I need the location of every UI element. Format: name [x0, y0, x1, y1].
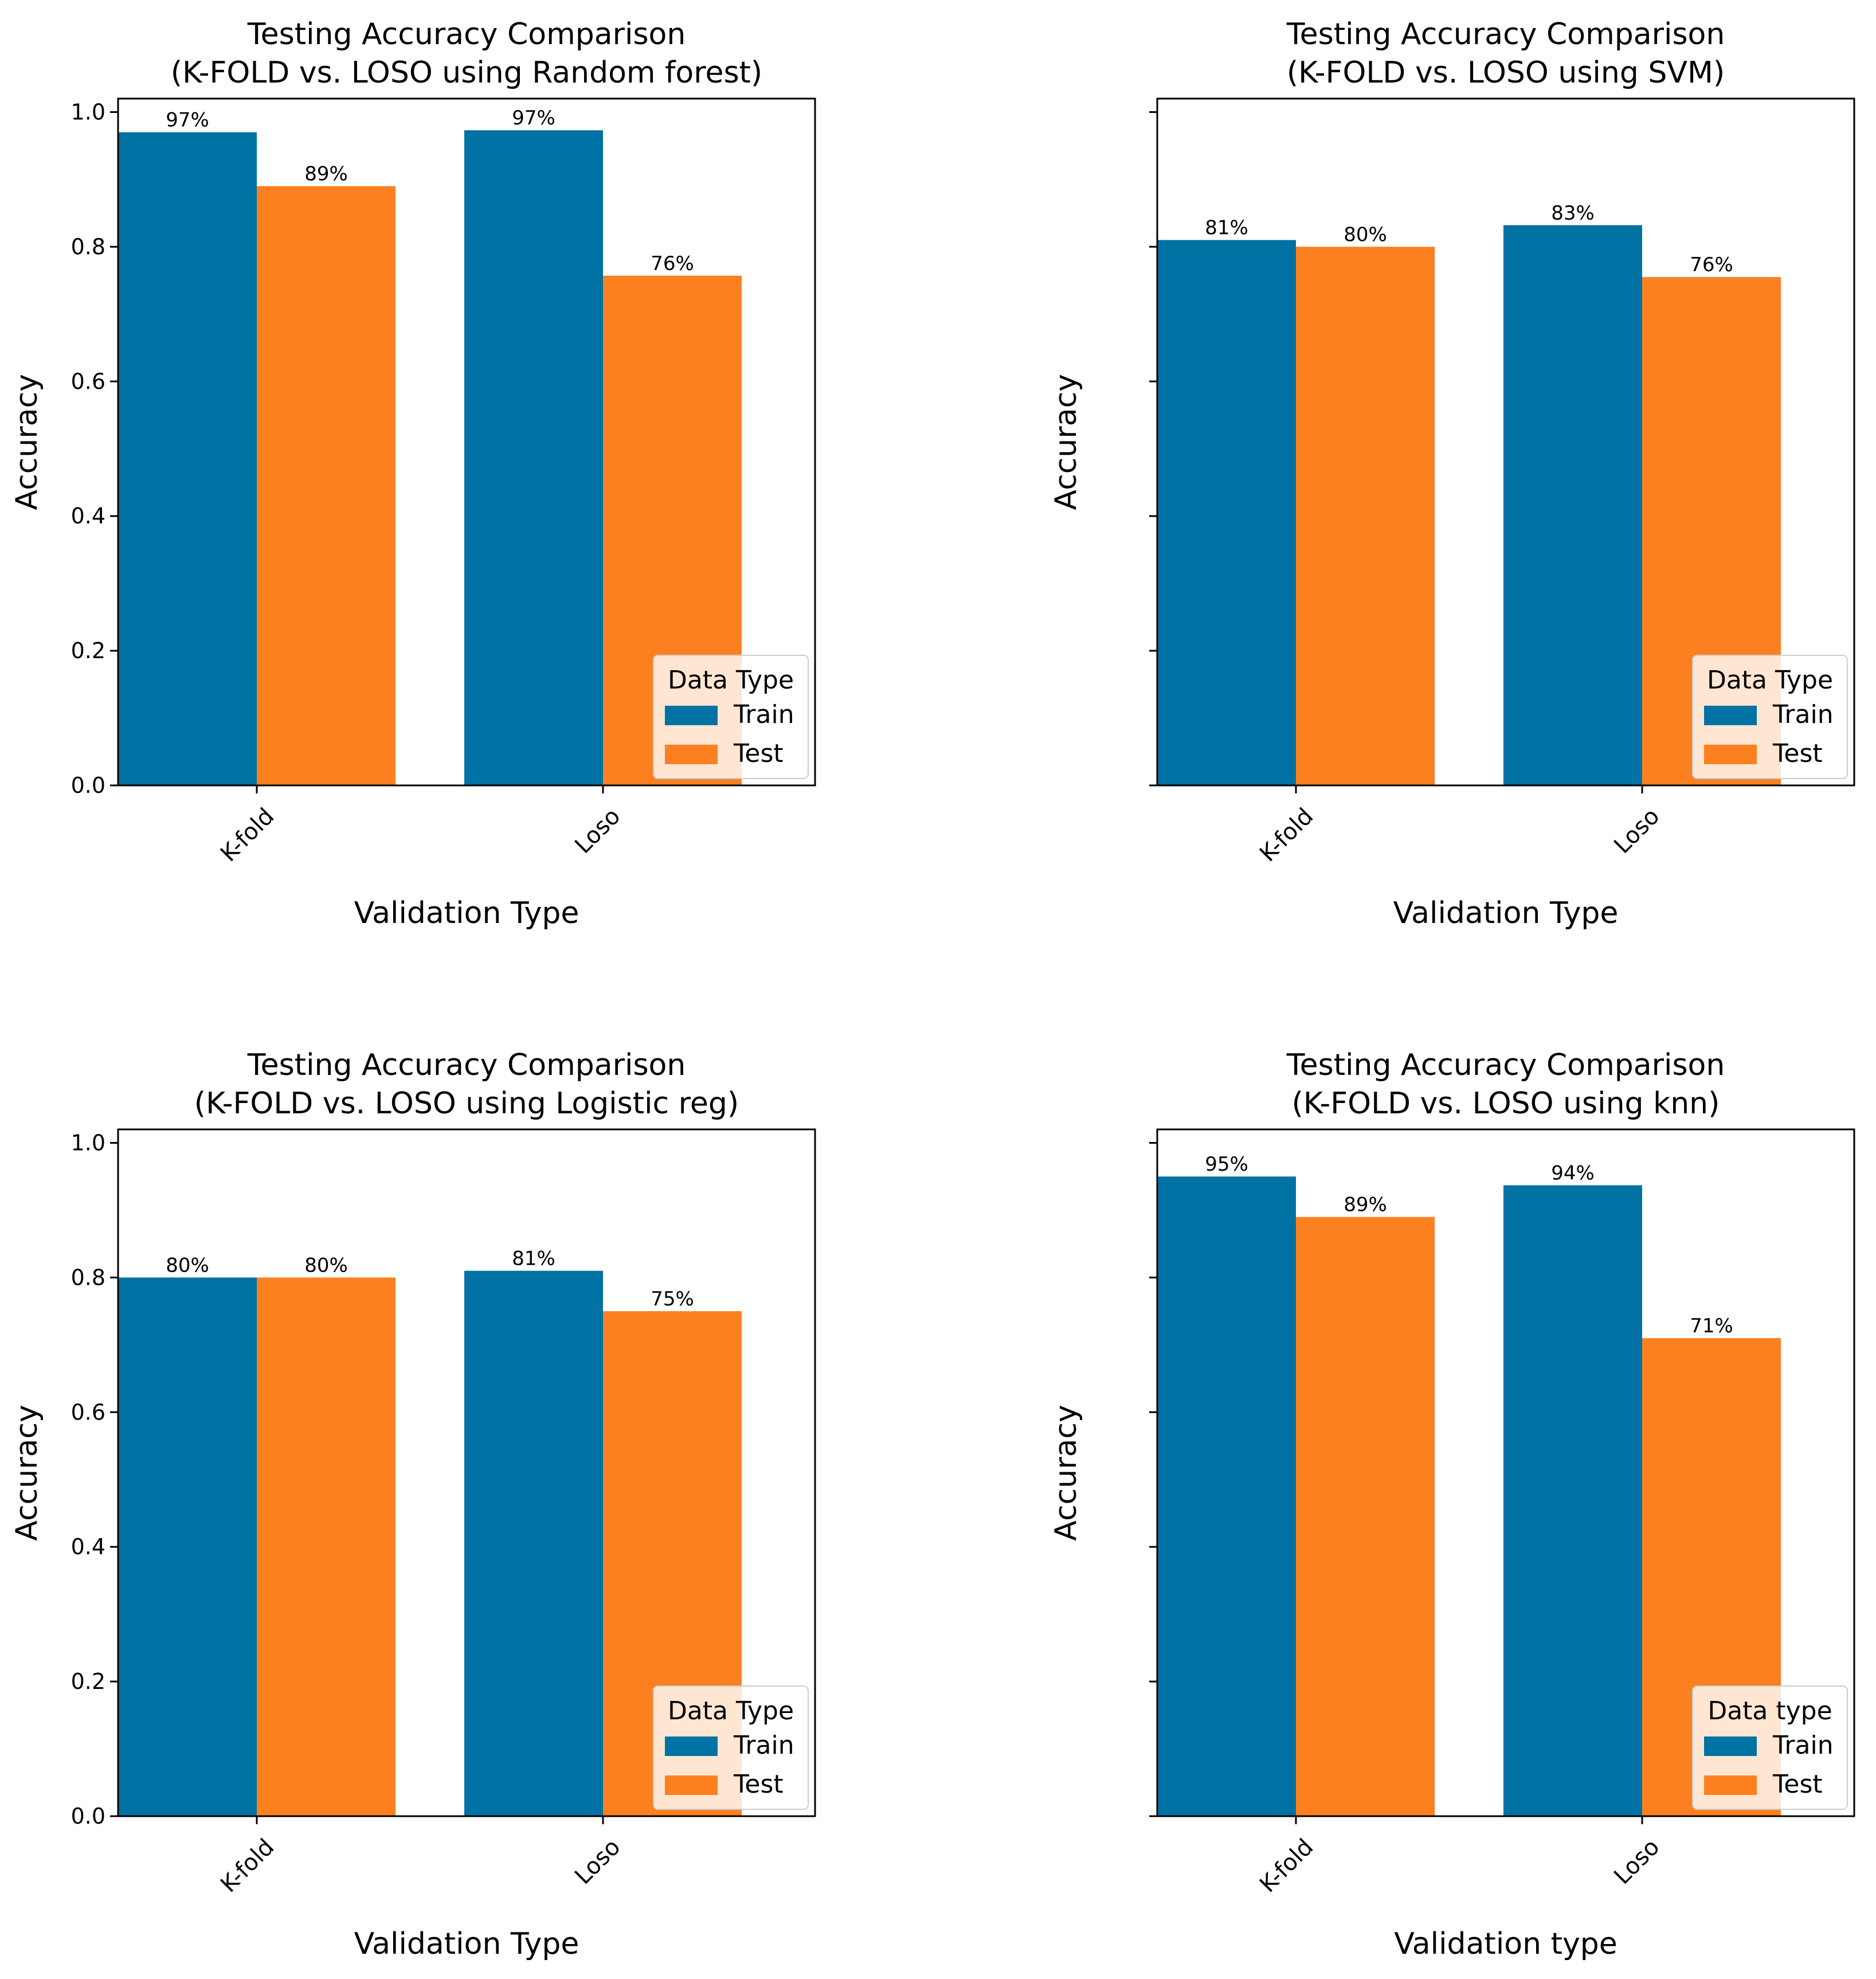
- x-tick-label: K-fold: [216, 803, 279, 867]
- legend: Data Type Train Test: [653, 655, 809, 779]
- legend-title: Data type: [1707, 1696, 1832, 1726]
- axes-frame: [117, 97, 816, 787]
- bar-value-label: 76%: [1690, 253, 1733, 276]
- bar-value-label: 80%: [166, 1254, 209, 1277]
- chart-panel-2: 81% 83% 80% 76% K-fold Loso Testing Accuracy C…: [1049, 17, 1855, 930]
- legend-title: Data Type: [1707, 666, 1833, 695]
- x-axis-label: Validation Type: [354, 1927, 579, 1961]
- chart-subtitle: (K-FOLD vs. LOSO using SVM): [1287, 56, 1725, 90]
- legend-swatch-test: [665, 745, 718, 764]
- bar-train-k-fold: [118, 1277, 257, 1816]
- y-axis-label: Accuracy: [10, 1405, 44, 1540]
- bar-value-label: 89%: [1344, 1194, 1387, 1217]
- x-tick-label: Loso: [570, 1834, 625, 1890]
- y-tick-label: 0.6: [71, 369, 105, 394]
- chart-title: Testing Accuracy Comparison: [247, 17, 686, 52]
- chart-title: Testing Accuracy Comparison: [1286, 1048, 1725, 1082]
- chart-title: Testing Accuracy Comparison: [1286, 17, 1725, 52]
- y-tick-label: 0.0: [71, 1804, 105, 1829]
- y-tick-label: 0.8: [71, 234, 105, 259]
- bar-test-k-fold: [1296, 1217, 1435, 1816]
- x-axis-label: Validation Type: [1393, 896, 1619, 930]
- bar-test-k-fold: [257, 1277, 395, 1816]
- legend-title: Data Type: [668, 666, 794, 695]
- bar-value-label: 95%: [1205, 1153, 1248, 1176]
- y-tick-label: 1.0: [71, 1130, 105, 1155]
- bar-value-label: 81%: [512, 1247, 555, 1270]
- bar-train-k-fold: [118, 132, 257, 786]
- chart-panel-3: 80% 81% 80% 75% 0.0 0.2 0.4 0.6 0.8 1.0 K-fold Loso…: [10, 1048, 816, 1961]
- axes-frame: [1156, 1128, 1855, 1817]
- bar-value-label: 81%: [1205, 217, 1248, 240]
- x-tick-label: Loso: [1609, 803, 1664, 859]
- x-tick-label: Loso: [570, 803, 625, 859]
- x-tick-label: K-fold: [1255, 803, 1318, 867]
- bar-value-label: 80%: [1344, 223, 1387, 246]
- legend: Data type Train Test: [1692, 1685, 1848, 1810]
- bar-value-label: 83%: [1551, 202, 1595, 225]
- x-tick-label: K-fold: [1255, 1834, 1318, 1898]
- bar-value-label: 80%: [304, 1254, 348, 1277]
- bar-value-label: 97%: [512, 107, 555, 130]
- legend-title: Data Type: [668, 1696, 794, 1726]
- y-tick-label: 0.2: [71, 1669, 105, 1694]
- legend-entry-label: Test: [733, 739, 784, 768]
- legend-swatch-train: [665, 1736, 718, 1756]
- bar-value-label: 94%: [1551, 1161, 1595, 1184]
- y-tick-label: 1.0: [71, 99, 105, 124]
- legend-entry-label: Train: [1772, 700, 1834, 729]
- x-axis-label: Validation type: [1394, 1927, 1617, 1961]
- bar-test-k-fold: [1296, 247, 1435, 785]
- legend-swatch-train: [1704, 706, 1757, 725]
- bar-train-k-fold: [1157, 240, 1296, 785]
- chart-subtitle: (K-FOLD vs. LOSO using knn): [1292, 1086, 1720, 1121]
- y-axis-label: Accuracy: [10, 374, 44, 510]
- legend-swatch-test: [665, 1775, 718, 1795]
- y-tick-label: 0.6: [71, 1399, 105, 1425]
- y-axis-label: Accuracy: [1049, 374, 1083, 510]
- x-tick-label: Loso: [1609, 1834, 1664, 1890]
- chart-panel-1: 97% 97% 89% 76% 0.0 0.2 0.4 0.6 0.8 1.0 K-fold Loso…: [10, 17, 816, 930]
- y-tick-label: 0.2: [71, 638, 105, 663]
- bar-test-k-fold: [257, 186, 395, 785]
- bar-value-label: 75%: [651, 1288, 694, 1311]
- bar-train-loso: [464, 1270, 603, 1816]
- legend-swatch-test: [1704, 745, 1757, 764]
- legend: Data Type Train Test: [1692, 655, 1848, 779]
- chart-subtitle: (K-FOLD vs. LOSO using Random forest): [171, 56, 762, 90]
- bar-train-loso: [1503, 1185, 1642, 1816]
- y-tick-label: 0.4: [71, 503, 105, 529]
- y-tick-label: 0.8: [71, 1265, 105, 1290]
- legend-entry-label: Test: [1772, 739, 1823, 768]
- y-axis-label: Accuracy: [1049, 1405, 1083, 1540]
- y-tick-label: 0.4: [71, 1534, 105, 1559]
- chart-panel-4: 95% 94% 89% 71% K-fold Loso Testing Accuracy C…: [1049, 1048, 1855, 1961]
- legend-entry-label: Test: [1772, 1770, 1823, 1799]
- legend-entry-label: Train: [733, 1731, 794, 1760]
- legend-entry-label: Test: [733, 1770, 784, 1799]
- bar-value-label: 97%: [166, 109, 209, 132]
- axes-frame: [1156, 97, 1855, 787]
- chart-title: Testing Accuracy Comparison: [247, 1048, 686, 1082]
- legend: Data Type Train Test: [653, 1685, 809, 1810]
- axes-frame: [117, 1128, 816, 1817]
- bar-value-label: 76%: [651, 252, 694, 275]
- legend-swatch-train: [1704, 1736, 1757, 1756]
- legend-entry-label: Train: [733, 700, 794, 729]
- y-tick-label: 0.0: [71, 773, 105, 798]
- bar-value-label: 89%: [304, 163, 348, 186]
- bar-value-label: 71%: [1690, 1315, 1733, 1337]
- bar-train-loso: [464, 130, 603, 786]
- chart-subtitle: (K-FOLD vs. LOSO using Logistic reg): [194, 1086, 739, 1121]
- legend-swatch-train: [665, 706, 718, 725]
- bar-train-k-fold: [1157, 1176, 1296, 1816]
- legend-entry-label: Train: [1772, 1731, 1834, 1760]
- bar-train-loso: [1503, 225, 1642, 785]
- x-tick-label: K-fold: [216, 1834, 279, 1898]
- x-axis-label: Validation Type: [354, 896, 579, 930]
- legend-swatch-test: [1704, 1775, 1757, 1795]
